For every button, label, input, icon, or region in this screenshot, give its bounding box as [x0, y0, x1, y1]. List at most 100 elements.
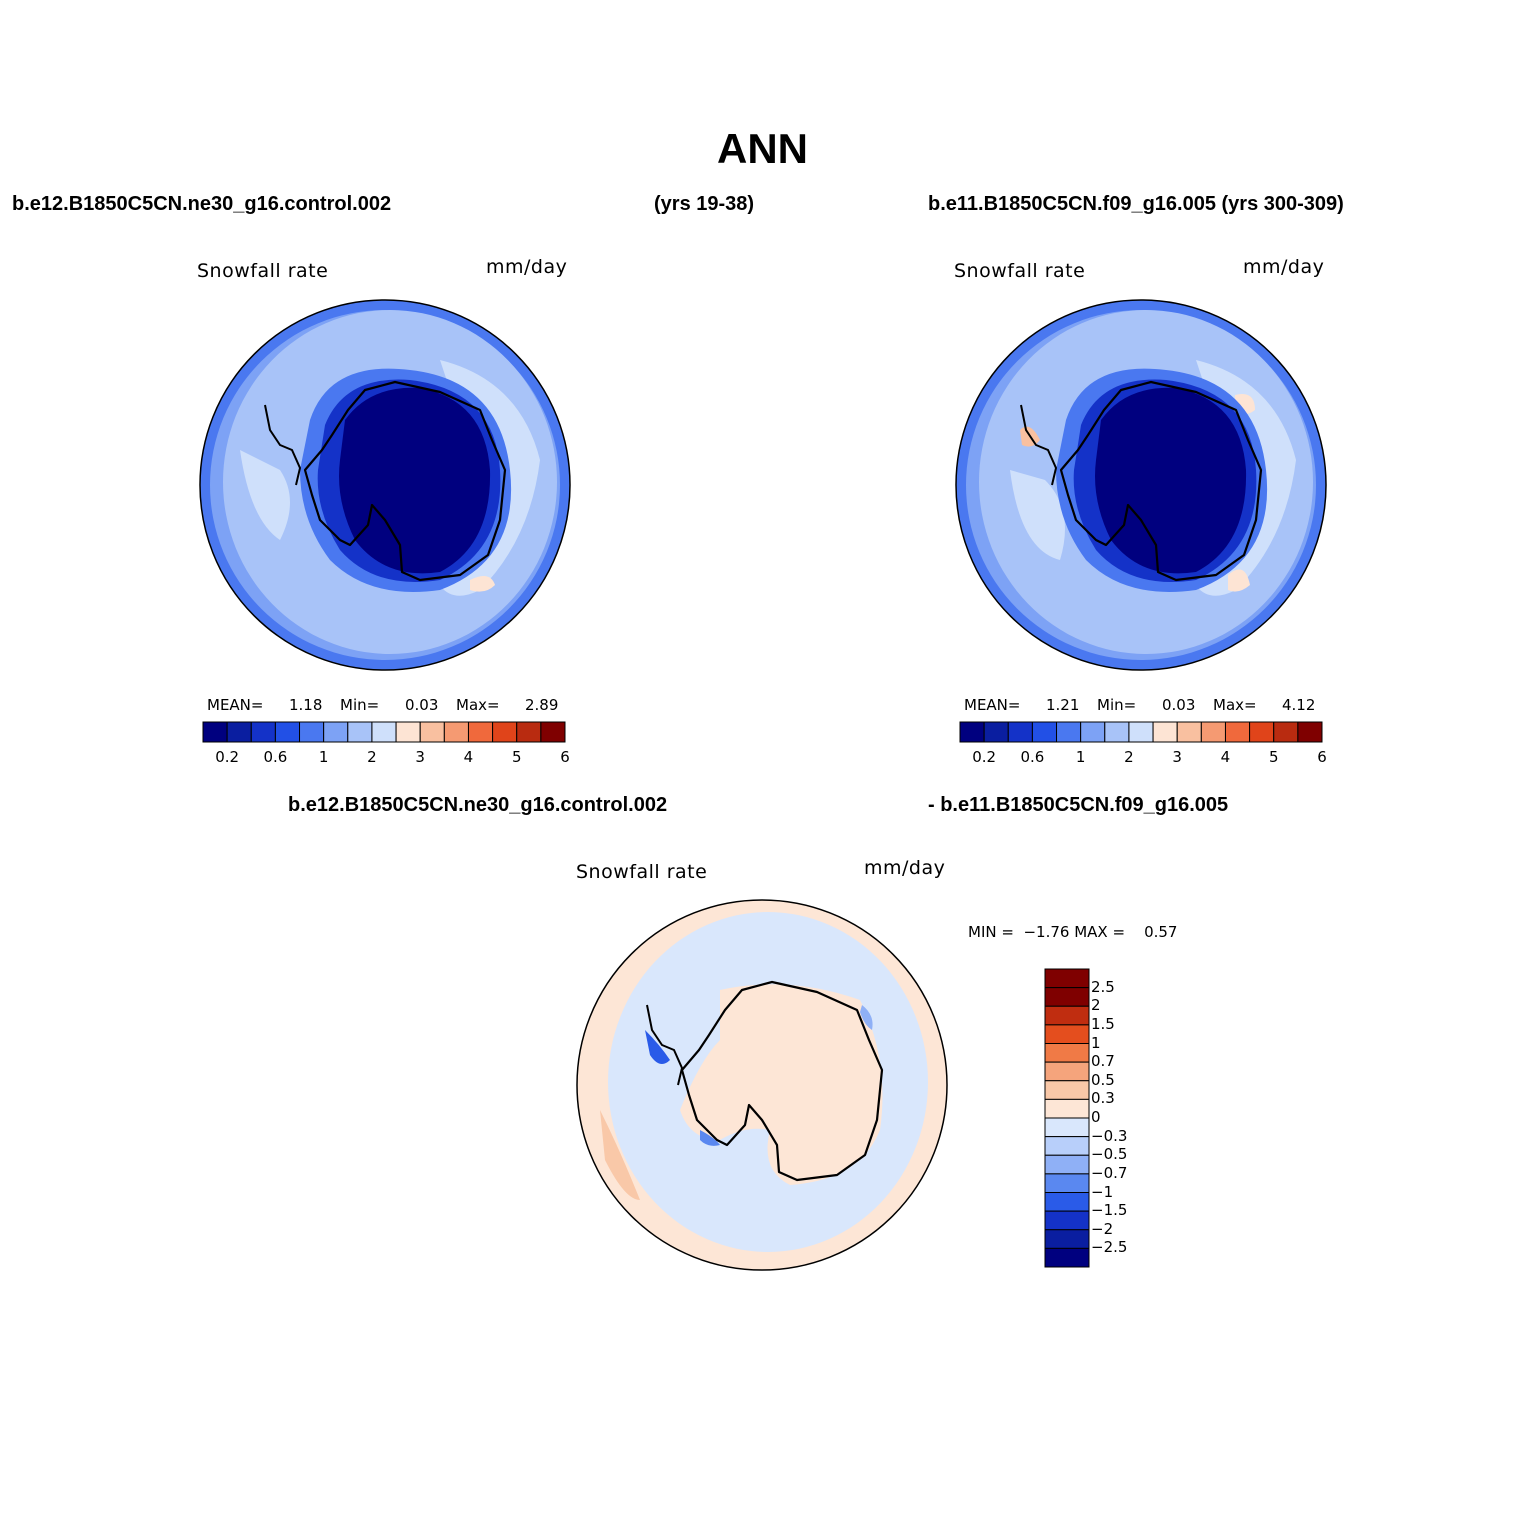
cbar3-tick-label: −2.5	[1091, 1238, 1128, 1257]
case2-title: b.e11.B1850C5CN.f09_g16.005 (yrs 300-309…	[928, 193, 1344, 215]
cbar3-tick-label: 0.3	[1091, 1089, 1115, 1108]
panel3-units-label: mm/day	[864, 857, 946, 879]
cbar2-box-11	[1224, 721, 1251, 743]
cbar1-box-3	[274, 721, 301, 743]
panel1-max-value: 2.89	[525, 696, 559, 714]
cbar2-box-12	[1249, 721, 1275, 743]
diff-title-right: - b.e11.B1850C5CN.f09_g16.005	[928, 794, 1229, 816]
cbar3-box-6	[1044, 1080, 1090, 1100]
cbar3-box-14	[1044, 1229, 1090, 1249]
cbar1-box-6	[347, 721, 373, 743]
cbar2-tick-label: 3	[1172, 748, 1182, 766]
panel2-variable-label: Snowfall rate	[954, 260, 1086, 282]
cbar2-tick-label: 6	[1317, 748, 1327, 766]
cbar3-box-7	[1044, 1098, 1090, 1119]
panel2-min-value: 0.03	[1162, 696, 1196, 714]
panel1-units-label: mm/day	[486, 256, 568, 278]
panel1-map	[200, 300, 570, 670]
cbar2-tick-label: 0.6	[1020, 748, 1045, 766]
cbar3-tick-label: −0.5	[1091, 1145, 1128, 1164]
cbar1-tick-label: 1	[318, 748, 329, 766]
panel2-max-value: 4.12	[1282, 696, 1316, 714]
cbar2-box-5	[1080, 721, 1106, 743]
panel2-min-label: Min=	[1097, 696, 1137, 714]
cbar1-tick-label: 4	[463, 748, 474, 766]
cbar3-tick-label: −1	[1091, 1182, 1114, 1201]
cbar2-box-7	[1128, 721, 1154, 743]
cbar1-tick-label: 0.2	[215, 748, 240, 766]
diff-title-left: b.e12.B1850C5CN.ne30_g16.control.002	[288, 794, 668, 816]
cbar3-tick-label: 2	[1091, 996, 1101, 1015]
cbar3-box-2	[1044, 1005, 1090, 1026]
cbar3-tick-label: 2.5	[1091, 977, 1115, 996]
cbar1-box-9	[419, 721, 445, 743]
cbar1-box-5	[323, 721, 349, 743]
panel1-max-label: Max=	[456, 696, 500, 714]
cbar2-box-13	[1273, 721, 1299, 743]
panel3-map	[577, 900, 947, 1270]
cbar2-box-6	[1104, 721, 1130, 743]
cbar3-tick-label: −0.7	[1091, 1163, 1128, 1182]
panel3-coastline	[680, 980, 884, 1182]
panel2-units-label: mm/day	[1243, 256, 1325, 278]
panel2-mean-value: 1.21	[1046, 696, 1080, 714]
cbar3-tick-label: −0.3	[1091, 1126, 1128, 1145]
cbar3-tick-label: 1	[1091, 1033, 1101, 1052]
panel1-min-label: Min=	[340, 696, 380, 714]
cbar3-box-12	[1044, 1192, 1090, 1212]
cbar3-box-10	[1044, 1154, 1090, 1175]
cbar1-box-4	[299, 721, 325, 743]
cbar2-box-9	[1176, 721, 1202, 743]
panel3-variable-label: Snowfall rate	[576, 861, 708, 883]
panel2-max-label: Max=	[1213, 696, 1257, 714]
panel2-map	[956, 300, 1326, 670]
cbar1-tick-label: 2	[367, 748, 377, 766]
cbar2-tick-label: 2	[1124, 748, 1134, 766]
cbar1-box-0	[202, 721, 228, 743]
cbar1-tick-label: 0.6	[263, 748, 288, 766]
cbar3-tick-label: −1.5	[1091, 1201, 1128, 1220]
cbar3-tick-label: −2	[1091, 1219, 1114, 1238]
cbar1-box-7	[371, 721, 397, 743]
panel3-minmax-text: MIN = −1.76 MAX = 0.57	[968, 923, 1178, 941]
cbar3-tick-label: 0.5	[1091, 1070, 1115, 1089]
cbar1-box-2	[250, 721, 276, 743]
cbar3-box-8	[1044, 1117, 1090, 1138]
panel2-mean-label: MEAN=	[964, 696, 1021, 714]
cbar1-box-14	[540, 721, 566, 743]
panel1-mean-value: 1.18	[289, 696, 323, 714]
cbar3-box-4	[1044, 1043, 1090, 1063]
cbar3-tick-label: 0.7	[1091, 1052, 1115, 1071]
cbar2-box-4	[1056, 721, 1082, 743]
cbar2-box-8	[1152, 721, 1178, 743]
case1-years: (yrs 19-38)	[654, 193, 755, 215]
panel1-colorbar	[202, 721, 566, 743]
cbar3-tick-label: 1.5	[1091, 1014, 1115, 1033]
cbar1-box-1	[226, 721, 252, 743]
cbar2-tick-label: 4	[1220, 748, 1231, 766]
cbar1-tick-label: 6	[560, 748, 570, 766]
cbar3-box-1	[1044, 987, 1090, 1007]
cbar3-box-0	[1044, 968, 1090, 989]
panel2-map-border	[955, 299, 1327, 671]
cbar3-box-9	[1044, 1136, 1090, 1156]
cbar3-tick-label: 0	[1091, 1108, 1101, 1126]
panel3-colorbar	[1044, 968, 1090, 1268]
cbar3-box-13	[1044, 1210, 1090, 1231]
page-title: ANN	[717, 125, 808, 172]
cbar2-box-1	[983, 721, 1009, 743]
panel1-variable-label: Snowfall rate	[197, 260, 329, 282]
cbar1-box-8	[395, 721, 421, 743]
cbar2-tick-label: 5	[1268, 748, 1279, 766]
cbar1-box-11	[467, 721, 494, 743]
panel1-map-border	[199, 299, 571, 671]
panel3-map-border	[576, 899, 948, 1271]
cbar2-tick-label: 0.2	[972, 748, 997, 766]
panel1-coastline	[303, 380, 507, 582]
panel1-min-value: 0.03	[405, 696, 439, 714]
cbar3-box-15	[1044, 1247, 1090, 1268]
panel1-mean-label: MEAN=	[207, 696, 264, 714]
cbar3-box-11	[1044, 1173, 1090, 1193]
cbar3-box-5	[1044, 1061, 1090, 1082]
